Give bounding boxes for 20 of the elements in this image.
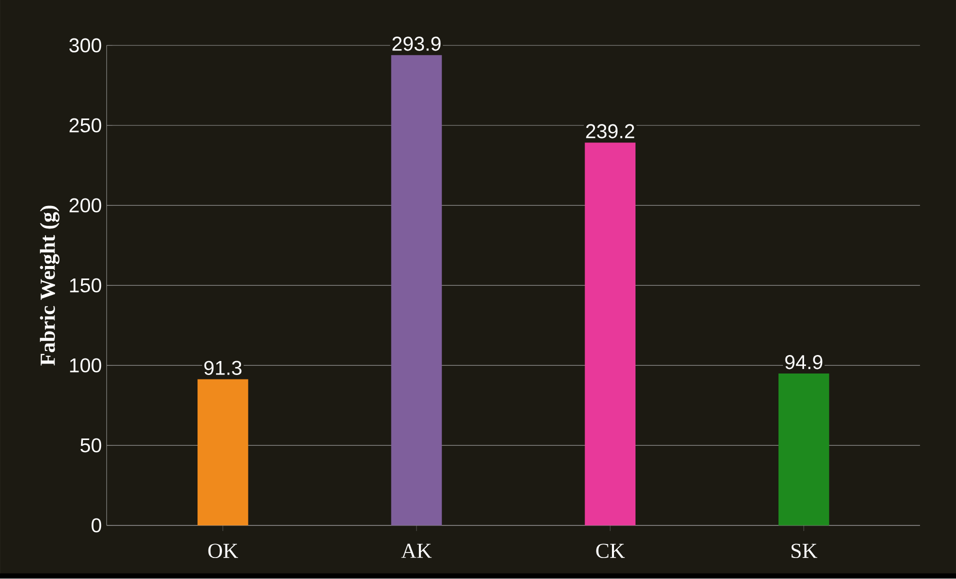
data-label: 94.9 bbox=[785, 355, 822, 370]
y-tick-label: 300 bbox=[69, 38, 102, 53]
bar bbox=[198, 379, 248, 526]
y-tick-label: 0 bbox=[92, 518, 102, 533]
y-tick-label: 200 bbox=[70, 198, 102, 213]
bar bbox=[391, 55, 442, 526]
x-tick-label: SK bbox=[792, 544, 818, 558]
x-tick-label: CK bbox=[596, 544, 625, 558]
data-label: 239.2 bbox=[586, 124, 634, 139]
y-tick-label: 150 bbox=[70, 278, 102, 293]
x-tick-label: AK bbox=[401, 544, 432, 558]
y-tick-label: 250 bbox=[70, 118, 102, 133]
data-label: 293.9 bbox=[392, 36, 441, 51]
y-tick-label: 50 bbox=[80, 438, 102, 453]
data-label: 91.3 bbox=[204, 360, 242, 376]
y-tick-label: 100 bbox=[70, 358, 102, 373]
bar bbox=[584, 142, 636, 526]
y-axis-title: Fabric Weight (g) bbox=[40, 206, 60, 366]
x-tick-label: OK bbox=[208, 544, 238, 558]
bar bbox=[778, 374, 830, 526]
